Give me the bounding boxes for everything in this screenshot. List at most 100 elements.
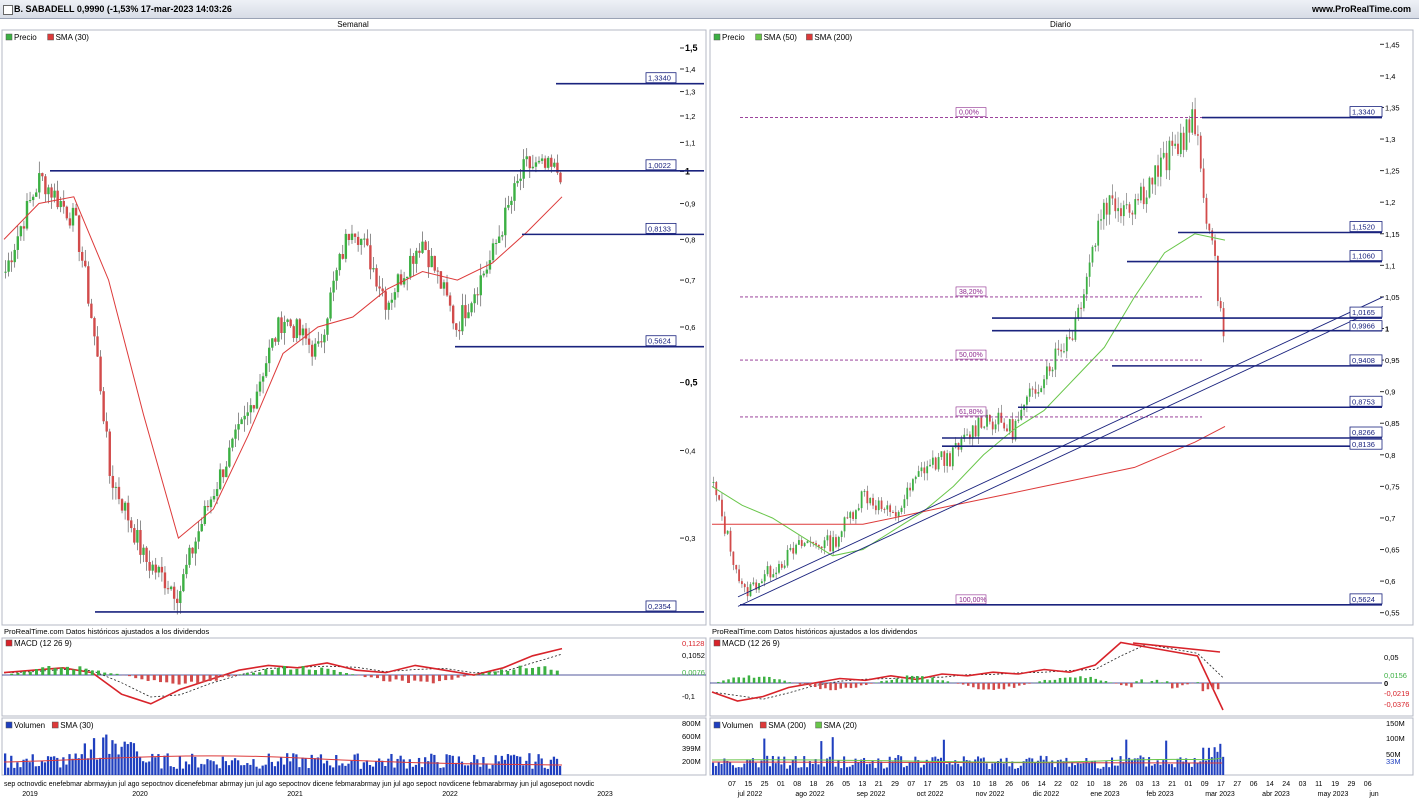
daily-x-day: 17	[1217, 781, 1225, 788]
daily-y-tick: 1,15	[1385, 230, 1400, 239]
weekly-level-box	[645, 159, 677, 171]
daily-volume-bar	[712, 762, 715, 775]
weekly-volume-bar	[102, 737, 105, 775]
weekly-volume-bar	[295, 754, 298, 775]
daily-macd-hist	[900, 679, 904, 683]
daily-volume-bar	[851, 764, 854, 775]
weekly-volume-bar	[16, 762, 19, 775]
daily-macd-hist	[722, 680, 725, 683]
weekly-volume-bar	[71, 758, 74, 775]
daily-volume-bar	[757, 767, 760, 775]
daily-x-day: 06	[1364, 781, 1372, 788]
daily-candle	[795, 544, 797, 554]
daily-volume-legend-swatch-0	[713, 721, 721, 729]
weekly-candle	[283, 321, 286, 333]
daily-candle	[903, 499, 906, 508]
weekly-candle	[501, 235, 504, 237]
weekly-macd-hist	[134, 675, 138, 679]
daily-macd-hist	[1018, 683, 1021, 686]
weekly-volume-bar	[267, 753, 270, 775]
weekly-y-tick: 0,6	[685, 323, 695, 332]
daily-candle	[923, 467, 926, 474]
daily-volume-label: 150M	[1386, 719, 1405, 728]
daily-volume-bar	[1016, 768, 1019, 775]
daily-macd-hist	[859, 683, 863, 686]
daily-candle	[729, 530, 732, 552]
weekly-macd-hist	[431, 675, 435, 684]
weekly-macd-hist	[394, 675, 398, 680]
weekly-candle	[237, 424, 240, 430]
daily-volume-bar	[740, 767, 743, 775]
weekly-volume-bar	[141, 761, 145, 775]
weekly-volume-bar	[25, 758, 28, 775]
weekly-x-year: 2020	[132, 791, 148, 798]
weekly-volume-bar	[111, 740, 114, 775]
weekly-volume-bar	[258, 768, 261, 775]
daily-volume-bar	[1048, 762, 1051, 775]
site-link[interactable]: www.ProRealTime.com	[1311, 4, 1411, 14]
weekly-volume-bar	[286, 753, 289, 775]
daily-volume-bar	[1042, 759, 1045, 775]
weekly-macd-hist	[47, 666, 51, 675]
weekly-volume-bar	[246, 763, 249, 775]
daily-x-day: 07	[907, 781, 915, 788]
daily-macd-hist	[1069, 677, 1072, 683]
daily-candle	[963, 434, 966, 439]
daily-volume-bar	[902, 767, 905, 775]
daily-volume-bar	[1170, 764, 1173, 775]
weekly-candle	[329, 292, 332, 319]
daily-volume-bar	[1148, 757, 1151, 775]
weekly-macd-hist	[326, 668, 330, 675]
weekly-volume-bar	[289, 761, 292, 775]
window-menu-icon[interactable]	[3, 5, 13, 15]
daily-candle	[832, 537, 835, 552]
daily-volume-bar	[959, 766, 962, 775]
weekly-macd-hist	[53, 668, 57, 675]
weekly-candle	[433, 255, 436, 271]
weekly-macd-hist	[363, 675, 367, 678]
daily-volume-bar	[1088, 762, 1091, 775]
daily-volume-bar	[1045, 756, 1048, 775]
daily-candle	[812, 541, 815, 544]
weekly-volume-bar	[301, 757, 304, 775]
daily-macd-hist	[956, 683, 960, 684]
daily-volume-bar	[803, 756, 806, 775]
daily-volume-bar	[771, 755, 774, 775]
daily-volume-bar	[1119, 756, 1122, 775]
weekly-candle	[307, 338, 311, 345]
weekly-macd-hist	[493, 671, 497, 675]
daily-x-month: jul 2022	[737, 791, 763, 798]
weekly-volume-bar	[476, 759, 479, 775]
daily-macd-hist	[870, 683, 873, 684]
weekly-volume-bar	[417, 757, 421, 775]
daily-macd-hist	[1053, 679, 1057, 683]
weekly-x-year: 2023	[597, 791, 613, 798]
daily-candle	[1105, 202, 1108, 215]
weekly-x-year: 2022	[442, 791, 458, 798]
weekly-volume-bar	[215, 764, 218, 775]
weekly-volume-bar	[68, 754, 71, 775]
weekly-volume-bar	[454, 762, 457, 775]
daily-y-tick: 0,6	[1385, 577, 1395, 586]
weekly-volume-bar	[175, 768, 178, 775]
weekly-candle	[80, 251, 84, 261]
weekly-candle	[139, 530, 142, 555]
weekly-volume-bar	[365, 760, 369, 775]
daily-volume-bar	[1159, 764, 1162, 775]
daily-x-day: 08	[793, 781, 801, 788]
weekly-candle	[473, 294, 476, 304]
daily-x-day: 14	[1038, 781, 1046, 788]
weekly-candle	[479, 275, 482, 296]
daily-volume-bar	[942, 739, 945, 775]
daily-volume-bar	[871, 760, 874, 775]
weekly-volume-bar	[37, 766, 40, 775]
weekly-macd-hist	[276, 667, 280, 675]
daily-y-tick: 0,95	[1385, 356, 1400, 365]
daily-volume-bar	[845, 767, 848, 775]
weekly-macd-hist	[444, 675, 448, 681]
weekly-volume-bar	[436, 762, 439, 775]
weekly-notice: ProRealTime.com Datos históricos ajustad…	[4, 627, 209, 636]
weekly-volume-bar	[457, 756, 461, 775]
weekly-candle	[292, 326, 295, 339]
